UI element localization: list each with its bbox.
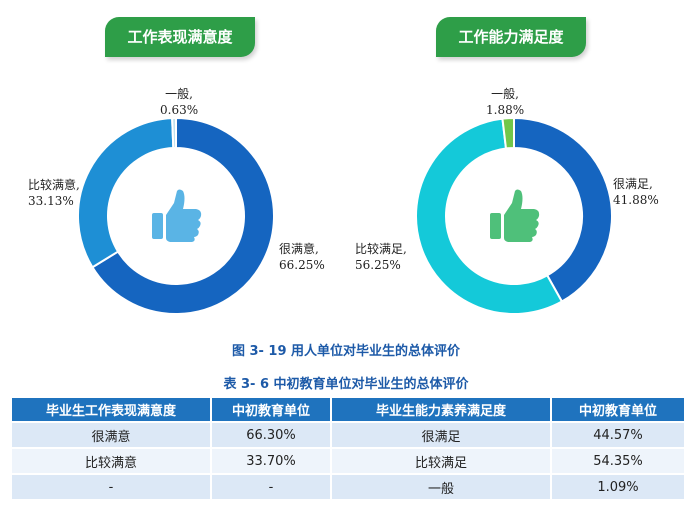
table-cell: 54.35% [552, 449, 684, 473]
chart-title-satisfaction: 工作表现满意度 [105, 17, 255, 57]
label-name: 一般, [165, 87, 193, 101]
label-bijiao-right: 比较满足, 56.25% [355, 241, 407, 273]
donut-slice-很满足 [513, 116, 613, 303]
header-unit: 中初教育单位 [212, 398, 330, 421]
donut-slice-比较满足 [415, 117, 564, 315]
label-hen-right: 很满足, 41.88% [613, 176, 659, 208]
label-value: 0.63% [160, 103, 199, 117]
label-value: 56.25% [355, 258, 401, 272]
donut-slice-很满意 [91, 116, 275, 315]
label-value: 1.88% [486, 103, 525, 117]
table-cell: 33.70% [212, 449, 330, 473]
table-cell: 很满意 [12, 423, 210, 447]
label-name: 一般, [491, 87, 519, 101]
header-ability-satisfaction: 毕业生能力素养满足度 [332, 398, 550, 421]
table-caption: 表 3- 6 中初教育单位对毕业生的总体评价 [223, 377, 469, 392]
figure-caption: 图 3- 19 用人单位对毕业生的总体评价 [231, 344, 461, 359]
label-name: 比较满足, [355, 242, 407, 256]
thumbs-up-icon [152, 189, 202, 242]
chart-title-ability: 工作能力满足度 [436, 17, 586, 57]
label-value: 66.25% [279, 258, 325, 272]
label-name: 比较满意, [28, 178, 80, 192]
label-value: 33.13% [28, 194, 74, 208]
table-row: 很满意 66.30% 很满足 44.57% [12, 423, 684, 447]
evaluation-table: 毕业生工作表现满意度 中初教育单位 毕业生能力素养满足度 中初教育单位 很满意 … [10, 396, 686, 501]
table-cell: 比较满足 [332, 449, 550, 473]
table-cell: 很满足 [332, 423, 550, 447]
label-yiban-right: 一般, 1.88% [486, 86, 524, 118]
label-name: 很满足, [613, 177, 653, 191]
table-cell: 比较满意 [12, 449, 210, 473]
table-cell: 一般 [332, 475, 550, 499]
header-work-satisfaction: 毕业生工作表现满意度 [12, 398, 210, 421]
table-cell: 1.09% [552, 475, 684, 499]
donut-slice-比较满意 [77, 117, 175, 269]
table-cell: 66.30% [212, 423, 330, 447]
satisfaction-chart-panel: 工作表现满意度 一般, 0.63% 比较满意, 33.13% 很满意, 66.2… [0, 0, 346, 330]
table-row: - - 一般 1.09% [12, 475, 684, 499]
table-header-row: 毕业生工作表现满意度 中初教育单位 毕业生能力素养满足度 中初教育单位 [12, 398, 684, 421]
table-cell: 44.57% [552, 423, 684, 447]
label-name: 很满意, [279, 242, 319, 256]
table-row: 比较满意 33.70% 比较满足 54.35% [12, 449, 684, 473]
satisfaction-donut-chart [77, 116, 275, 315]
table-cell: - [12, 475, 210, 499]
table-cell: - [212, 475, 330, 499]
thumbs-up-icon [490, 189, 540, 242]
donut-slice-一般 [501, 116, 515, 150]
label-value: 41.88% [613, 193, 659, 207]
label-yiban-left: 一般, 0.63% [160, 86, 198, 118]
header-unit: 中初教育单位 [552, 398, 684, 421]
donut-slice-一般 [171, 116, 177, 150]
label-bijiao-left: 比较满意, 33.13% [28, 177, 80, 209]
label-hen-left: 很满意, 66.25% [279, 241, 325, 273]
ability-donut-chart [415, 116, 613, 315]
ability-chart-panel: 工作能力满足度 一般, 1.88% 很满足, 41.88% 比较满足, 56.2… [346, 0, 692, 330]
